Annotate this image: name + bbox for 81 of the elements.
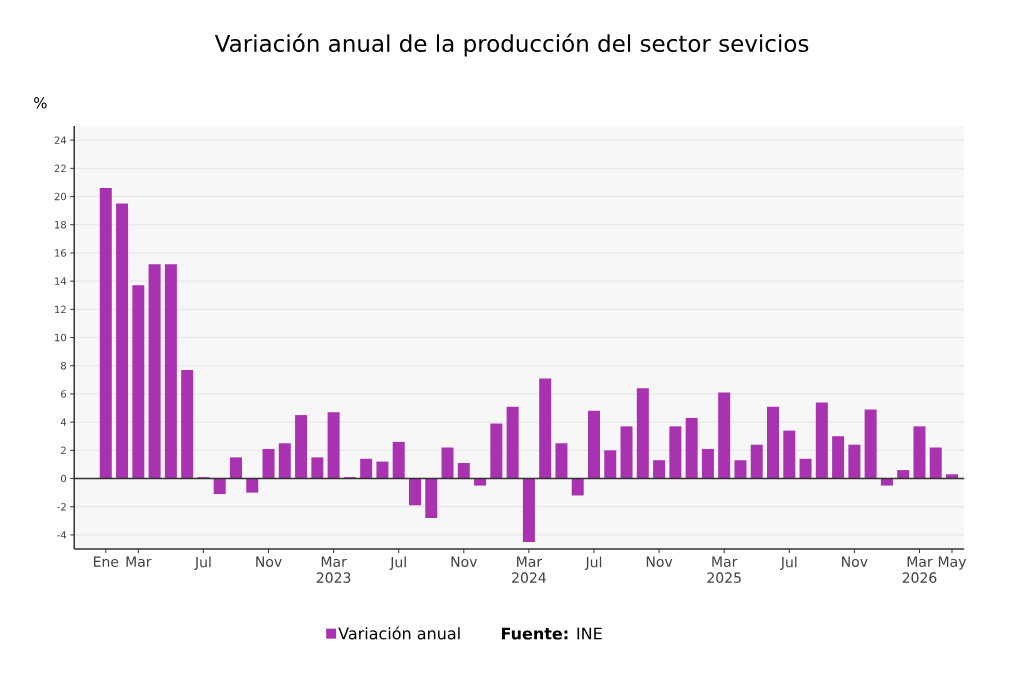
x-tick-label: Mar 2024 [512,556,546,583]
text: Fuente: INE [501,627,602,640]
chart-title: Variación anual de la producción del sector sevicios [214,33,809,57]
x-tick-label: Jul [194,556,211,570]
bar [701,448,714,479]
y-tick-label: 22 [54,164,66,173]
x-tick-label: Nov [256,556,282,567]
bar [734,460,747,479]
bar [490,423,503,479]
bar [815,402,828,479]
bar [604,450,617,479]
x-tick-label: Jul [389,556,406,570]
x-tick-label: Jul [584,556,602,570]
y-tick-label: 0 [60,474,67,483]
y-tick-label: 10 [55,333,67,342]
bar [913,426,926,479]
legend-label: Variación anual [338,626,460,640]
y-tick-label: 6 [61,390,67,398]
bar [327,412,340,479]
bar [522,478,535,542]
y-tick-label: 4 [60,418,67,426]
bar [278,443,291,479]
y-tick-label: -4 [57,531,67,539]
bar [360,458,373,479]
bar [246,478,259,493]
bar [587,410,600,479]
bar [295,415,308,479]
bar [408,478,421,506]
y-tick-label: 8 [61,361,66,370]
bar [620,426,633,479]
y-tick-label: 2 [61,446,66,455]
bar [571,478,584,496]
bar [116,203,129,479]
x-tick-label: Ene [94,556,119,567]
y-axis-title: % [34,97,47,109]
x-tick-label: Nov [451,556,478,567]
bar [229,457,242,479]
bar [213,478,226,495]
bar [636,388,649,479]
bar [425,478,438,519]
y-tick-label: 14 [55,277,67,285]
bar [148,264,161,479]
bar [392,441,405,479]
bar [929,447,942,479]
bar [181,369,194,479]
bar [539,378,552,479]
bar [376,461,389,479]
x-tick-label: Mar 2026 [902,556,937,583]
bar [864,409,877,479]
bar [653,460,666,479]
x-tick-label: Mar 2025 [707,556,741,583]
x-tick-label: Nov [646,556,673,567]
y-tick-label: 16 [55,249,67,257]
bar [311,457,324,479]
bar [506,406,519,479]
x-tick-label: Mar 2023 [316,556,351,583]
bar [457,463,470,479]
bar [848,444,861,479]
y-tick-label: 12 [55,305,66,314]
x-tick-label: Nov [842,556,868,567]
x-tick-label: May [938,556,967,570]
bar [99,188,112,479]
bar [685,417,698,479]
bar [441,447,454,479]
bar [555,443,568,479]
bar [799,458,812,479]
y-tick-label: 24 [54,136,67,144]
y-tick-label: 20 [54,192,67,201]
bar [832,436,845,479]
bar [750,444,763,479]
bar [669,426,682,479]
x-tick-label: Jul [780,556,797,570]
bar [718,392,731,479]
y-tick-label: -2 [57,503,66,511]
y-tick-label: 18 [55,220,66,229]
bar [262,448,275,479]
x-tick-label: Mar [126,556,152,567]
bar [132,285,145,479]
bar [767,406,779,479]
bar [783,430,796,479]
bar [164,264,177,479]
